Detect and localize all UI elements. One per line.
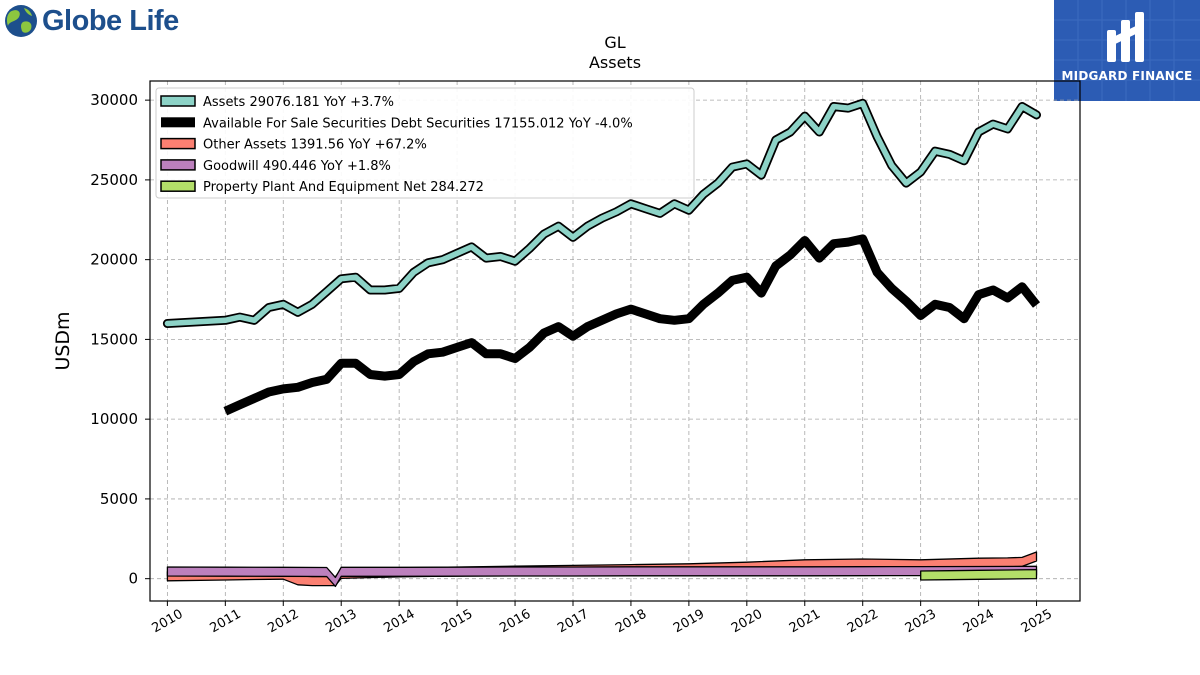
legend-goodwill-swatch xyxy=(160,159,196,171)
series-layer xyxy=(162,98,1041,588)
series-assets-line xyxy=(164,100,1040,327)
legend-assets-swatch xyxy=(160,95,196,107)
x-axis: 2010 2011 2012 2013 2014 2015 2016 2017 2018 2019… xyxy=(150,601,1055,636)
legend-other-assets-label: Other Assets 1391.56 YoY +67.2% xyxy=(203,138,427,153)
legend-other-assets-swatch xyxy=(160,137,196,150)
chart-title: GL xyxy=(604,33,625,52)
logo-wordmark: Globe Life xyxy=(42,4,179,37)
x-tick-label: 2020 xyxy=(729,607,765,637)
legend: Assets 29076.181 YoY +3.7% Available For … xyxy=(155,87,695,199)
x-tick-label: 2014 xyxy=(381,607,417,637)
x-tick-label: 2019 xyxy=(671,607,707,637)
plot-frame xyxy=(149,80,1081,602)
legend-assets-label: Assets 29076.181 YoY +3.7% xyxy=(203,95,394,110)
y-axis-label: USDm xyxy=(52,311,74,370)
y-tick-label: 20000 xyxy=(90,251,138,269)
series-available-for-sale-securities-debt-securities-line xyxy=(223,234,1041,416)
x-tick-label: 2018 xyxy=(613,607,649,637)
y-tick-label: 25000 xyxy=(90,171,138,189)
legend-property-plant-and-equipment-net-label: Property Plant And Equipment Net 284.272 xyxy=(203,180,484,195)
legend-available-for-sale-securities-debt-securities-label: Available For Sale Securities Debt Secur… xyxy=(203,116,633,131)
legend-goodwill-label: Goodwill 490.446 YoY +1.8% xyxy=(203,159,391,174)
legend-box xyxy=(155,87,695,199)
x-tick-label: 2025 xyxy=(1019,607,1055,637)
x-tick-label: 2010 xyxy=(150,607,186,637)
x-tick-label: 2017 xyxy=(555,607,591,637)
badge-label: MIDGARD FINANCE xyxy=(1061,69,1193,83)
chart-subtitle: Assets xyxy=(589,53,641,72)
globe-icon xyxy=(5,5,37,37)
x-tick-label: 2011 xyxy=(207,607,243,637)
legend-available-for-sale-securities-debt-securities-swatch xyxy=(161,117,195,128)
x-tick-label: 2024 xyxy=(961,607,997,637)
x-tick-label: 2015 xyxy=(439,607,475,637)
y-tick-label: 5000 xyxy=(100,490,138,508)
series-property-plant-and-equipment-net-area xyxy=(920,568,1038,581)
x-tick-label: 2023 xyxy=(903,607,939,637)
x-tick-label: 2016 xyxy=(497,607,533,637)
y-tick-label: 0 xyxy=(128,570,138,588)
y-tick-label: 30000 xyxy=(90,91,138,109)
badge-emblem xyxy=(1054,0,1200,101)
legend-property-plant-and-equipment-net-swatch xyxy=(160,180,196,192)
x-tick-label: 2022 xyxy=(845,607,881,637)
y-tick-label: 15000 xyxy=(90,330,138,348)
y-tick-label: 10000 xyxy=(90,410,138,428)
y-axis: 0 5000 10000 15000 20000 25000 30000 xyxy=(90,91,150,588)
x-tick-label: 2012 xyxy=(265,607,301,637)
company-logo: Globe Life xyxy=(4,4,179,38)
brand-badge: MIDGARD FINANCE xyxy=(1054,0,1200,101)
x-tick-label: 2013 xyxy=(323,607,359,637)
x-tick-label: 2021 xyxy=(787,607,823,637)
